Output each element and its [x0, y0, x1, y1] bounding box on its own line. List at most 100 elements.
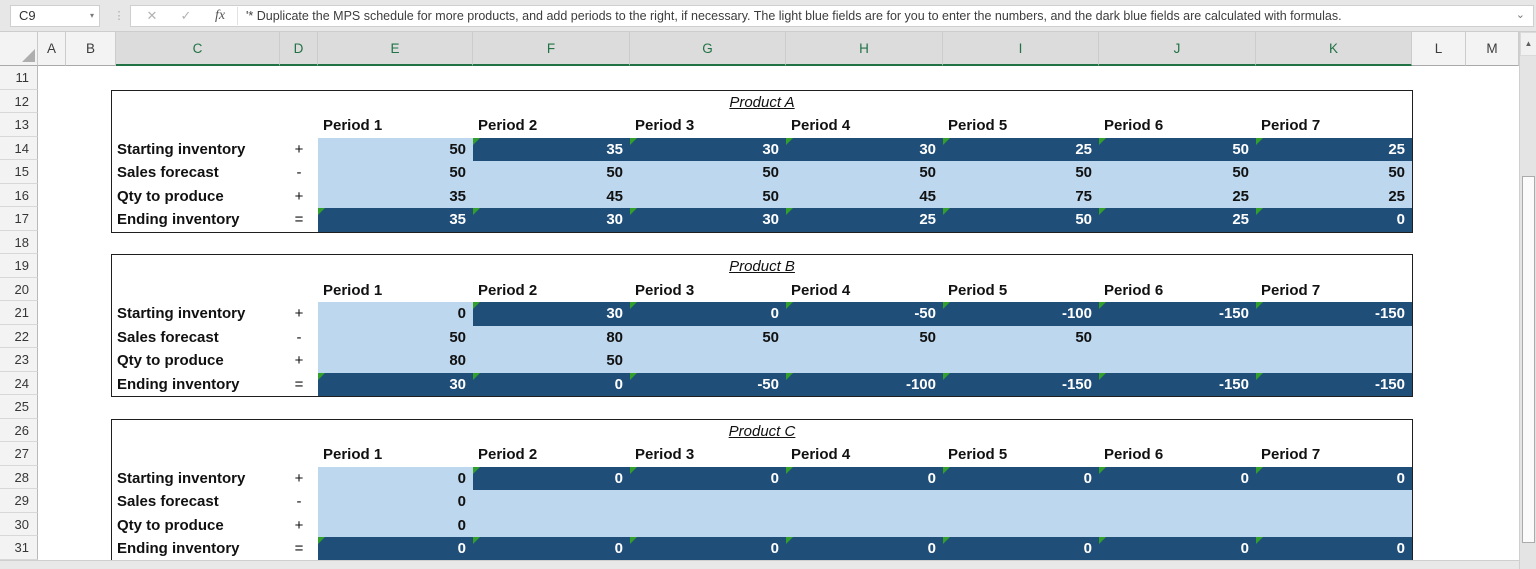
- sign-cell[interactable]: -: [296, 164, 302, 181]
- column-header-c[interactable]: C: [116, 32, 280, 66]
- value-cell[interactable]: -50: [630, 372, 786, 396]
- value-cell[interactable]: [1256, 513, 1412, 537]
- value-cell[interactable]: [1256, 325, 1412, 349]
- row-header-11[interactable]: 11: [0, 66, 38, 90]
- value-cell[interactable]: 0: [1256, 466, 1412, 490]
- value-cell[interactable]: 50: [943, 325, 1099, 349]
- value-cell[interactable]: 25: [943, 137, 1099, 161]
- value-cell[interactable]: 0: [473, 372, 630, 396]
- row-header-20[interactable]: 20: [0, 277, 38, 301]
- period-header-cell[interactable]: Period 5: [948, 446, 1008, 463]
- period-header-cell[interactable]: Period 5: [948, 281, 1008, 299]
- sign-cell[interactable]: +: [294, 187, 304, 205]
- value-cell[interactable]: 50: [786, 325, 943, 349]
- value-cell[interactable]: 80: [473, 325, 630, 349]
- row-header-25[interactable]: 25: [0, 395, 38, 419]
- value-cell[interactable]: 0: [630, 302, 786, 326]
- value-cell[interactable]: 75: [943, 184, 1099, 208]
- row-label-cell[interactable]: Starting inventory: [117, 469, 246, 487]
- value-cell[interactable]: [473, 513, 630, 537]
- value-cell[interactable]: 30: [786, 137, 943, 161]
- period-header-cell[interactable]: Period 6: [1104, 117, 1164, 134]
- value-cell[interactable]: [943, 490, 1099, 514]
- value-cell[interactable]: 35: [318, 208, 473, 232]
- row-label-cell[interactable]: Ending inventory: [117, 540, 240, 557]
- period-header-cell[interactable]: Period 4: [791, 446, 851, 463]
- period-header-cell[interactable]: Period 2: [478, 446, 538, 463]
- scroll-up-button[interactable]: ▲: [1520, 32, 1536, 56]
- row-header-22[interactable]: 22: [0, 324, 38, 348]
- column-header-k[interactable]: K: [1256, 32, 1412, 66]
- row-header-16[interactable]: 16: [0, 183, 38, 207]
- row-label-cell[interactable]: Starting inventory: [117, 140, 246, 158]
- column-header-i[interactable]: I: [943, 32, 1099, 66]
- value-cell[interactable]: 50: [318, 161, 473, 185]
- row-header-29[interactable]: 29: [0, 489, 38, 513]
- row-header-28[interactable]: 28: [0, 465, 38, 489]
- row-header-23[interactable]: 23: [0, 348, 38, 372]
- period-header-cell[interactable]: Period 2: [478, 281, 538, 299]
- vertical-scrollbar[interactable]: ▲: [1519, 32, 1536, 569]
- row-label-cell[interactable]: Sales forecast: [117, 493, 219, 510]
- value-cell[interactable]: 30: [318, 372, 473, 396]
- value-cell[interactable]: 0: [318, 302, 473, 326]
- cell-blank[interactable]: [280, 114, 318, 138]
- period-header-cell[interactable]: Period 4: [791, 281, 851, 299]
- value-cell[interactable]: [1099, 513, 1256, 537]
- value-cell[interactable]: 50: [1099, 161, 1256, 185]
- sign-cell[interactable]: +: [294, 516, 304, 534]
- value-cell[interactable]: 30: [473, 208, 630, 232]
- value-cell[interactable]: 35: [473, 137, 630, 161]
- enter-button[interactable]: ✓: [180, 8, 192, 23]
- row-label-cell[interactable]: Sales forecast: [117, 164, 219, 181]
- value-cell[interactable]: 50: [318, 325, 473, 349]
- value-cell[interactable]: [1256, 349, 1412, 373]
- row-header-14[interactable]: 14: [0, 136, 38, 160]
- value-cell[interactable]: -100: [943, 302, 1099, 326]
- column-header-d[interactable]: D: [280, 32, 318, 66]
- value-cell[interactable]: 0: [1099, 537, 1256, 561]
- sign-cell[interactable]: +: [294, 305, 304, 322]
- cell-blank[interactable]: [112, 114, 280, 138]
- value-cell[interactable]: 25: [1099, 208, 1256, 232]
- period-header-cell[interactable]: Period 5: [948, 117, 1008, 134]
- value-cell[interactable]: -150: [1256, 302, 1412, 326]
- value-cell[interactable]: 30: [630, 137, 786, 161]
- column-header-b[interactable]: B: [66, 32, 116, 66]
- value-cell[interactable]: [473, 490, 630, 514]
- value-cell[interactable]: [1099, 325, 1256, 349]
- sign-cell[interactable]: -: [296, 328, 302, 346]
- value-cell[interactable]: 80: [318, 349, 473, 373]
- value-cell[interactable]: 0: [630, 466, 786, 490]
- row-label-cell[interactable]: Ending inventory: [117, 375, 240, 393]
- row-header-21[interactable]: 21: [0, 301, 38, 325]
- value-cell[interactable]: 0: [786, 537, 943, 561]
- row-header-19[interactable]: 19: [0, 254, 38, 278]
- value-cell[interactable]: 50: [630, 325, 786, 349]
- period-header-cell[interactable]: Period 4: [791, 117, 851, 134]
- row-label-cell[interactable]: Qty to produce: [117, 352, 224, 369]
- value-cell[interactable]: [786, 349, 943, 373]
- period-header-cell[interactable]: Period 3: [635, 281, 695, 299]
- value-cell[interactable]: [630, 513, 786, 537]
- row-label-cell[interactable]: Starting inventory: [117, 305, 246, 322]
- value-cell[interactable]: 0: [473, 466, 630, 490]
- row-header-13[interactable]: 13: [0, 113, 38, 137]
- period-header-cell[interactable]: Period 7: [1261, 446, 1321, 463]
- row-header-24[interactable]: 24: [0, 371, 38, 395]
- value-cell[interactable]: 50: [318, 137, 473, 161]
- sign-cell[interactable]: -: [296, 493, 302, 510]
- value-cell[interactable]: [630, 490, 786, 514]
- period-header-cell[interactable]: Period 2: [478, 117, 538, 134]
- sign-cell[interactable]: =: [294, 375, 304, 393]
- value-cell[interactable]: 0: [318, 537, 473, 561]
- row-label-cell[interactable]: Ending inventory: [117, 211, 240, 228]
- period-header-cell[interactable]: Period 6: [1104, 281, 1164, 299]
- select-all-button[interactable]: [0, 32, 38, 66]
- value-cell[interactable]: 0: [786, 466, 943, 490]
- sign-cell[interactable]: +: [294, 140, 304, 158]
- period-header-cell[interactable]: Period 6: [1104, 446, 1164, 463]
- value-cell[interactable]: 50: [786, 161, 943, 185]
- value-cell[interactable]: -150: [943, 372, 1099, 396]
- value-cell[interactable]: 25: [1256, 184, 1412, 208]
